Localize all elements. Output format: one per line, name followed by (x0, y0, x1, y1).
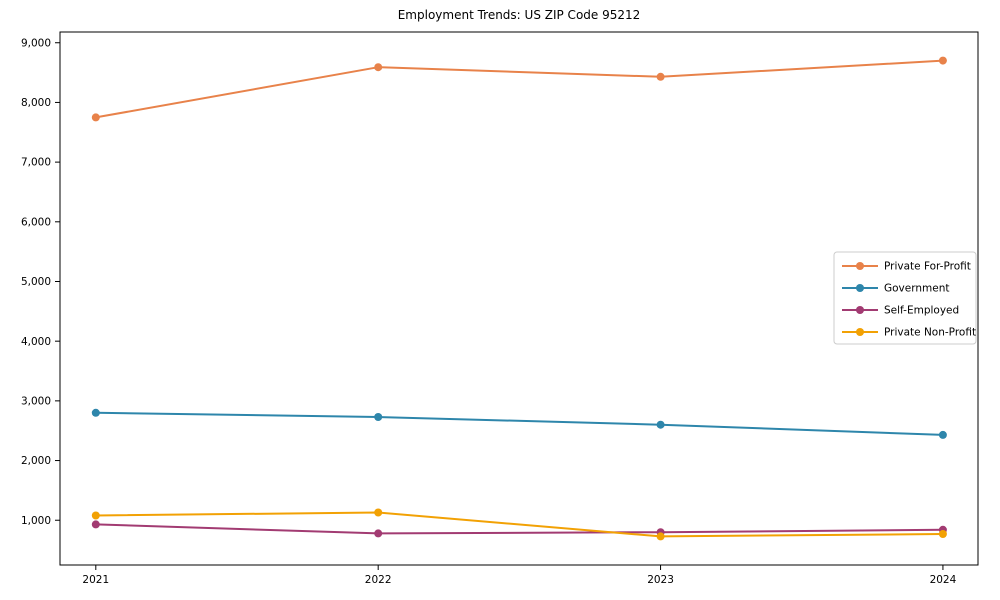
series-line-private-non-profit (94, 511, 944, 538)
legend-label: Private For-Profit (884, 261, 971, 273)
data-point-marker (656, 532, 665, 541)
series-layer (91, 56, 947, 541)
y-tick-label: 7,000 (21, 157, 51, 169)
data-point-marker (374, 413, 383, 421)
axes-frame (59, 31, 979, 566)
legend-sample-marker (856, 306, 864, 314)
legend-sample-marker (856, 328, 864, 336)
y-tick-label: 1,000 (21, 515, 51, 527)
legend-label: Self-Employed (884, 305, 959, 317)
data-point-marker (91, 520, 100, 529)
series-line-government (94, 411, 944, 436)
data-point-marker (938, 530, 947, 538)
data-point-marker (938, 430, 947, 439)
legend-box (833, 251, 977, 345)
y-tick-label: 8,000 (21, 97, 51, 109)
legend-sample-marker (856, 284, 864, 292)
data-point-marker (91, 113, 100, 122)
legend-label: Private Non-Profit (884, 327, 976, 339)
legend-sample-marker (856, 262, 864, 270)
y-tick-label: 4,000 (21, 336, 51, 348)
y-tick-label: 2,000 (21, 455, 51, 467)
data-point-marker (374, 508, 383, 517)
legend: Private For-Profit Government Self-Employe… (833, 251, 977, 345)
data-point-marker (656, 72, 665, 81)
data-point-marker (938, 56, 947, 65)
data-point-marker (656, 420, 665, 429)
x-tick-label: 2022 (365, 574, 392, 586)
x-tick-label: 2024 (930, 574, 957, 586)
x-tick-label: 2021 (82, 574, 109, 586)
y-tick-label: 9,000 (21, 37, 51, 49)
axes-layer: 1,000 2,000 3,000 4,000 5,000 6,000 7,000 8,000… (21, 31, 979, 586)
series-line-private-for-profit (94, 59, 944, 119)
x-tick-label: 2023 (647, 574, 674, 586)
y-tick-label: 5,000 (21, 276, 51, 288)
data-point-marker (374, 529, 383, 538)
legend-label: Government (884, 283, 949, 295)
chart-title: Employment Trends: US ZIP Code 95212 (398, 8, 641, 22)
y-tick-label: 3,000 (21, 395, 51, 407)
data-point-marker (91, 511, 100, 520)
y-tick-label: 6,000 (21, 216, 51, 228)
series-line-self-employed (94, 523, 944, 535)
data-point-marker (374, 63, 383, 72)
data-point-marker (91, 408, 100, 417)
